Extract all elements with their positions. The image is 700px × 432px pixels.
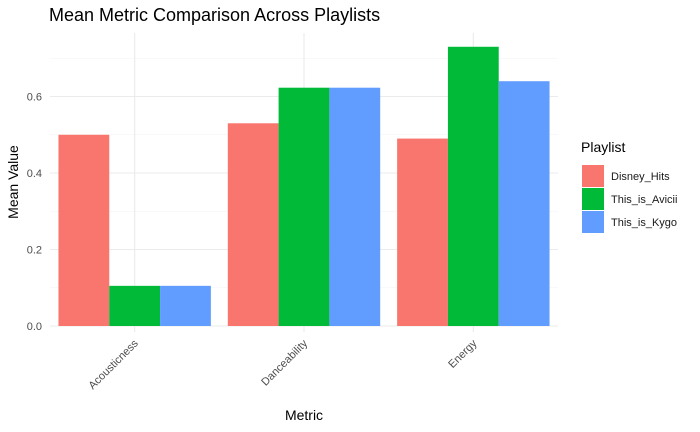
bar-disney-hits-danceability: [227, 123, 279, 327]
y-tick-label: 0.6: [27, 92, 42, 104]
bar-this-is-avicii-energy: [447, 46, 499, 327]
bar-disney-hits-acousticness: [58, 134, 110, 326]
bar-this-is-kygo-acousticness: [160, 285, 211, 326]
bar-disney-hits-energy: [397, 138, 448, 326]
legend-swatch: [582, 211, 604, 233]
legend-label: Disney_Hits: [611, 171, 670, 183]
y-axis-ticks: 0.0 0.2 0.4 0.6: [27, 92, 42, 334]
legend-swatch: [582, 165, 604, 187]
y-tick-label: 0.0: [27, 321, 42, 333]
bar-this-is-avicii-danceability: [278, 87, 330, 326]
legend: Playlist Disney_Hits This_is_Avicii This_i…: [581, 139, 677, 233]
bar-this-is-avicii-acousticness: [109, 285, 161, 326]
legend-title: Playlist: [581, 139, 625, 155]
legend-label: This_is_Avicii: [611, 194, 677, 206]
y-axis-title: Mean Value: [5, 145, 21, 219]
legend-label: This_is_Kygo: [611, 217, 677, 229]
bar-this-is-kygo-energy: [498, 81, 550, 326]
bars: [58, 46, 550, 327]
x-tick-label: Energy: [446, 337, 479, 370]
bar-this-is-kygo-danceability: [329, 87, 381, 326]
x-tick-label: Acousticness: [86, 337, 141, 392]
legend-swatch: [582, 188, 604, 210]
y-tick-label: 0.4: [27, 168, 42, 180]
chart-title: Mean Metric Comparison Across Playlists: [49, 5, 380, 25]
x-axis-title: Metric: [285, 407, 323, 423]
x-axis-ticks: Acousticness Danceability Energy: [86, 337, 479, 392]
x-tick-label: Danceability: [259, 337, 310, 388]
y-tick-label: 0.2: [27, 245, 42, 257]
